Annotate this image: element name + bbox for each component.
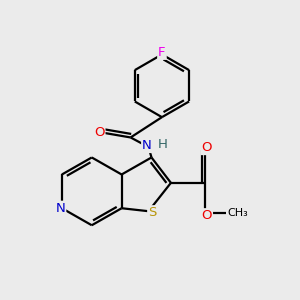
Text: N: N bbox=[142, 139, 152, 152]
Text: O: O bbox=[202, 141, 212, 154]
Text: N: N bbox=[56, 202, 65, 215]
Text: O: O bbox=[94, 126, 104, 139]
Text: CH₃: CH₃ bbox=[228, 208, 248, 218]
Text: F: F bbox=[158, 46, 166, 59]
Text: O: O bbox=[202, 209, 212, 222]
Text: H: H bbox=[158, 137, 168, 151]
Text: S: S bbox=[148, 206, 157, 219]
